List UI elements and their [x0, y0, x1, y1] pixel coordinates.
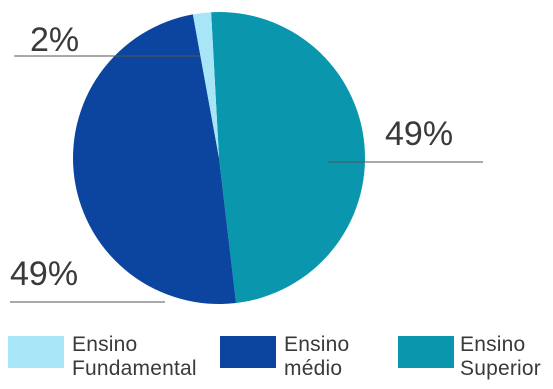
data-label-ensino-superior: 49%	[385, 115, 453, 153]
legend-label-ensino-superior: Ensino Superior	[460, 333, 541, 380]
legend-label-ensino-medio: Ensino médio	[284, 333, 350, 380]
legend-label-ensino-fundamental: Ensino Fundamental	[72, 333, 197, 380]
legend-swatch-ensino-fundamental	[8, 336, 64, 368]
legend-swatch-ensino-superior	[398, 336, 454, 368]
pie-slice-ensino-fundamental	[192, 12, 219, 158]
data-label-callouts: 49% 49% 2%	[10, 21, 483, 303]
pie-slice-ensino-superior	[211, 11, 366, 304]
legend: Ensino Fundamental Ensino médio Ensino S…	[0, 333, 553, 389]
pie-slices	[72, 11, 366, 304]
pie-slice-ensino-medio	[72, 14, 237, 304]
data-label-ensino-medio: 49%	[10, 255, 78, 293]
data-label-ensino-fundamental: 2%	[30, 21, 79, 59]
legend-swatch-ensino-medio	[220, 336, 276, 368]
